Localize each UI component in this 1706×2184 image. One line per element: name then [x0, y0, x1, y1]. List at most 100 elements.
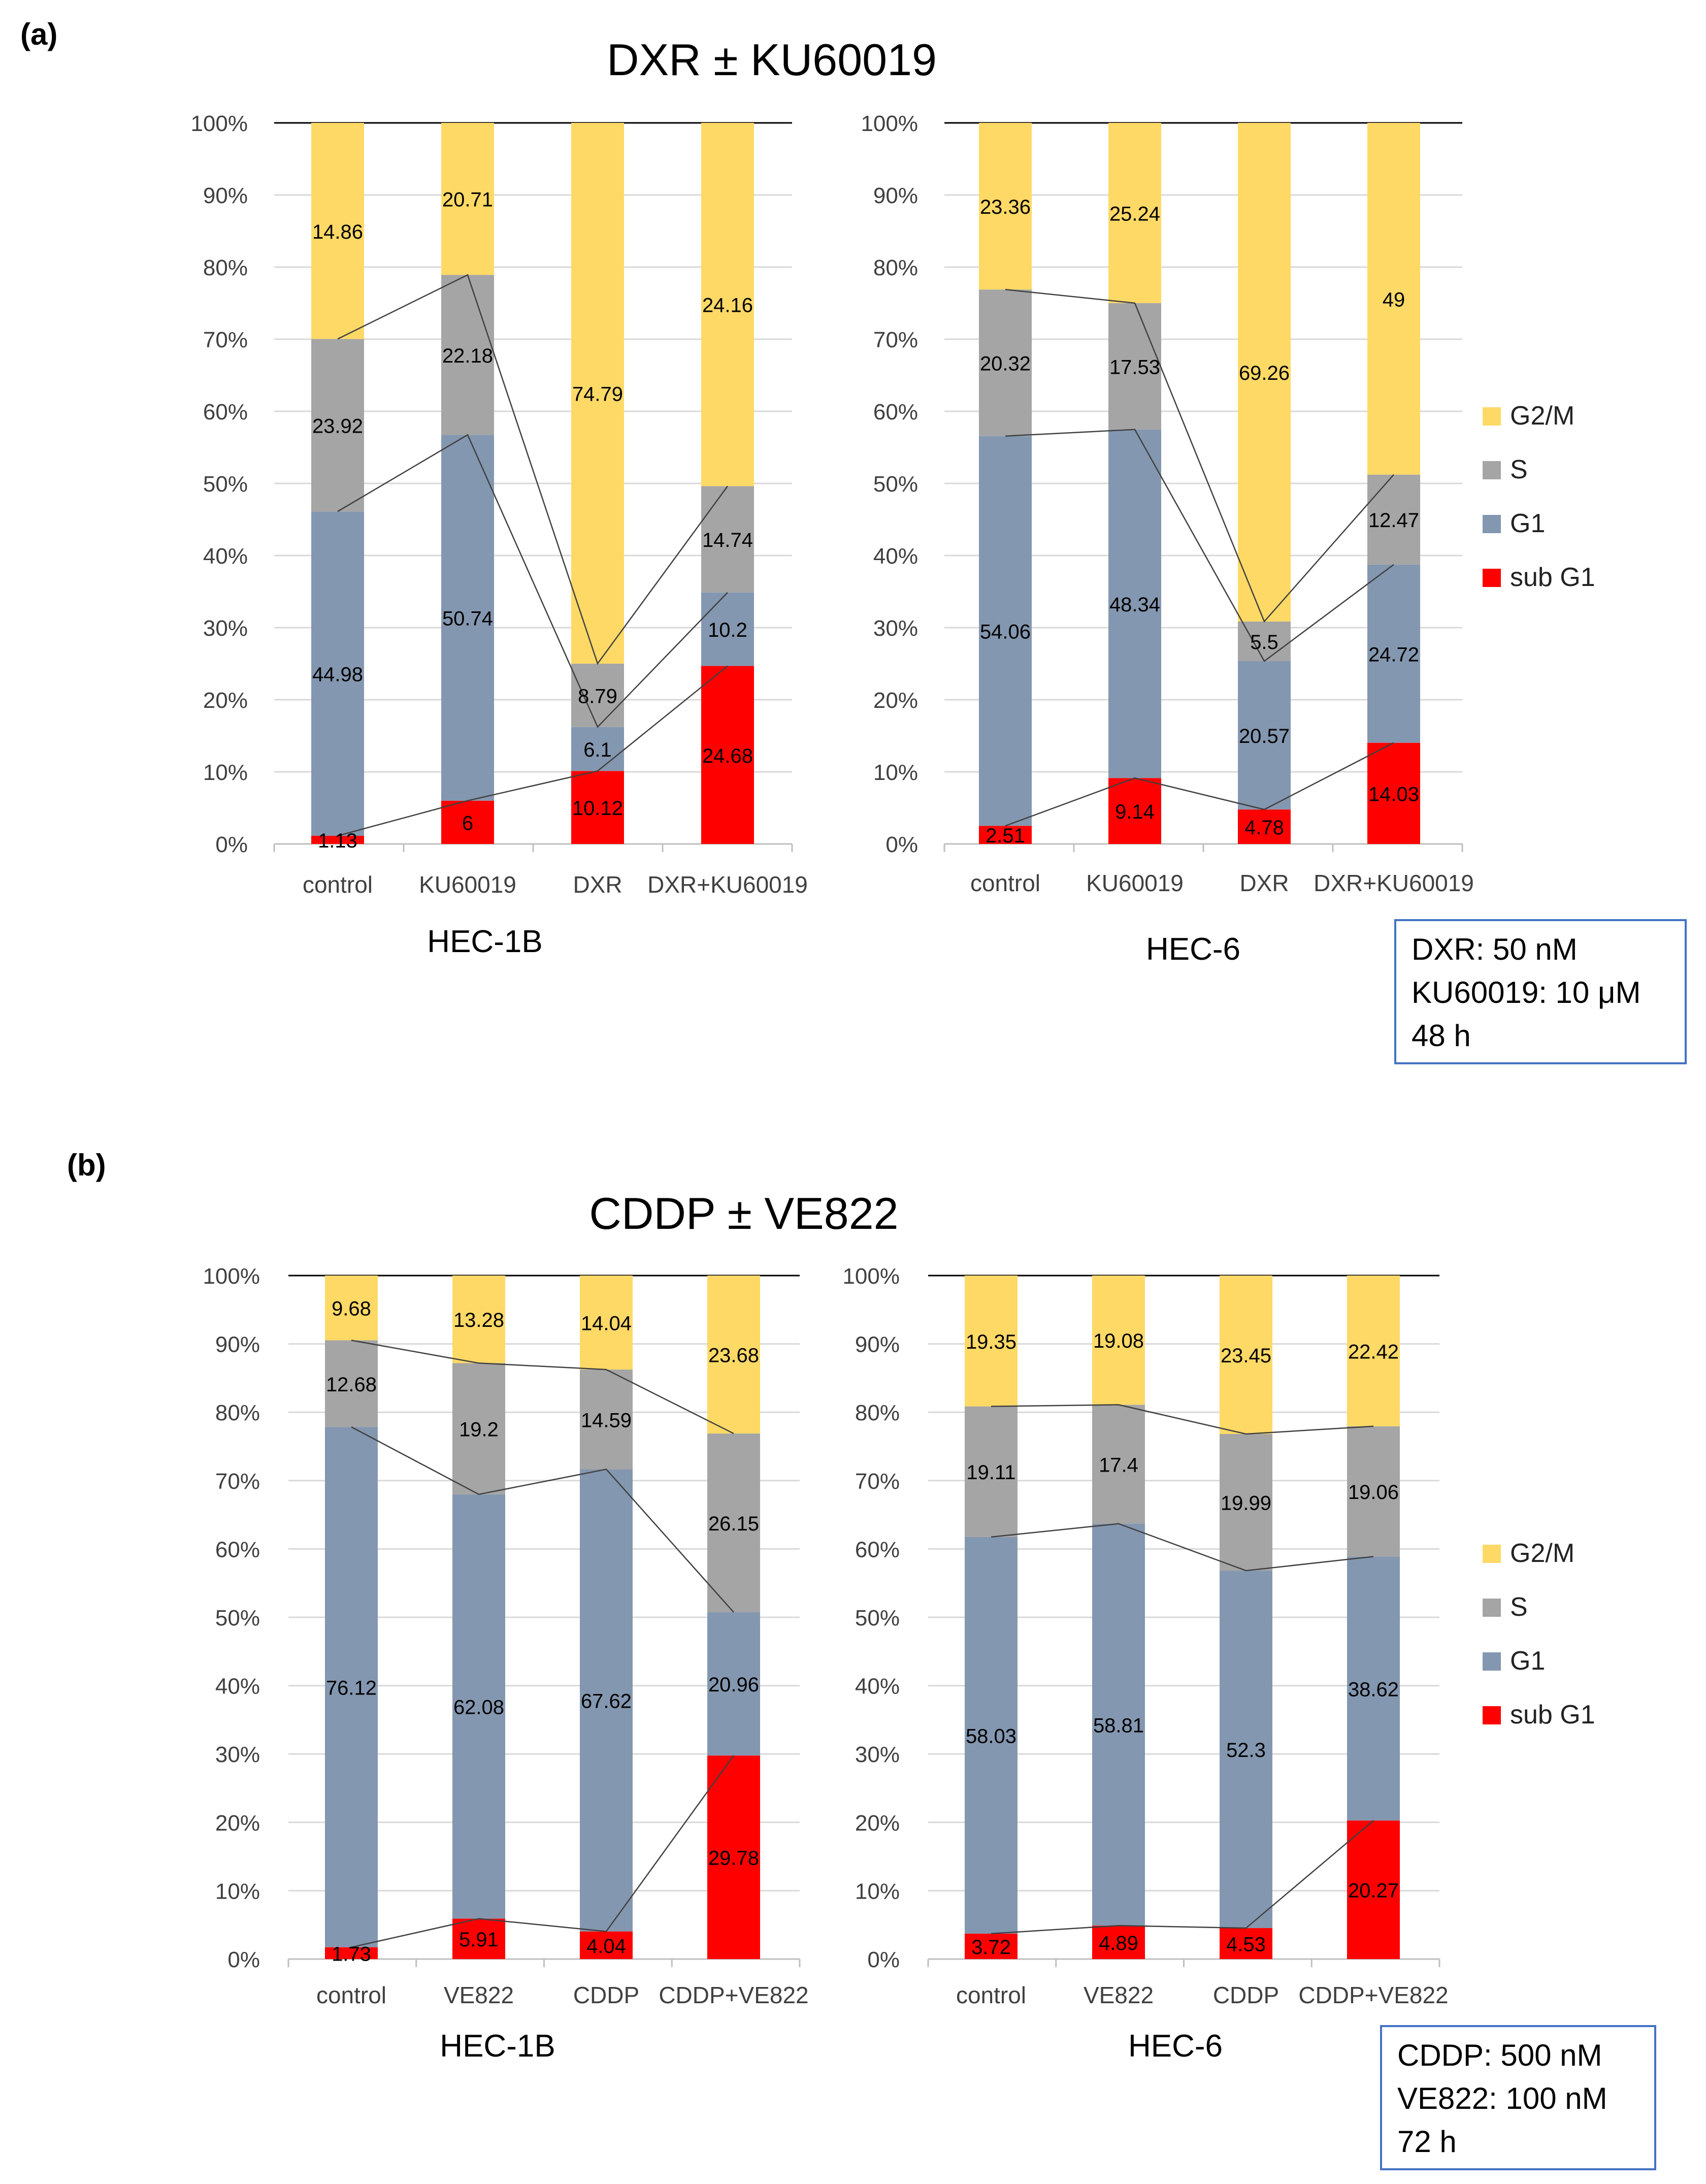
bar-g1 — [580, 1469, 633, 1932]
bar-s — [580, 1370, 633, 1470]
y-tick-label: 100% — [842, 1264, 900, 1289]
y-tick-label: 20% — [873, 688, 918, 713]
bar-g1 — [311, 511, 364, 836]
bar-sub-g1 — [965, 1933, 1018, 1959]
bar-g1 — [979, 436, 1032, 826]
data-label: 69.26 — [1239, 362, 1290, 384]
series-connector-line — [351, 1340, 734, 1435]
bar-g2-m — [707, 1276, 760, 1434]
bar-s — [1347, 1426, 1400, 1557]
x-axis-label: HEC-6 — [1146, 932, 1240, 967]
y-tick-label: 70% — [203, 328, 248, 352]
x-category-label: control — [303, 871, 373, 898]
data-label: 19.11 — [966, 1461, 1015, 1484]
note-box-a: DXR: 50 nM KU60019: 10 μM 48 h — [1394, 919, 1687, 1064]
bar-g2-m — [701, 123, 754, 486]
data-label: 22.18 — [442, 345, 493, 367]
data-label: 13.28 — [453, 1309, 504, 1331]
bar-sub-g1 — [571, 771, 624, 844]
bar-g1 — [1108, 429, 1161, 778]
data-label: 20.57 — [1239, 725, 1290, 747]
data-label: 12.47 — [1368, 509, 1419, 532]
bar-sub-g1 — [441, 800, 494, 844]
x-category-label: control — [970, 870, 1040, 896]
data-label: 24.68 — [702, 745, 753, 767]
bar-s — [1238, 621, 1291, 662]
y-tick-label: 70% — [215, 1469, 260, 1494]
data-label: 14.86 — [312, 221, 363, 243]
note-b-line-3: 72 h — [1397, 2125, 1457, 2159]
x-category-label: DXR — [1239, 870, 1289, 896]
bar-g2-m — [325, 1276, 378, 1341]
data-label: 23.45 — [1221, 1345, 1271, 1367]
data-label: 2.51 — [986, 825, 1025, 847]
data-label: 14.03 — [1368, 783, 1419, 805]
data-label: 17.53 — [1109, 356, 1160, 378]
x-category-label: DXR+KU60019 — [647, 871, 808, 898]
legend-b-swatch-subg1 — [1483, 1706, 1501, 1724]
bar-g2-m — [311, 123, 364, 339]
x-category-label: DXR — [573, 871, 622, 898]
y-tick-label: 0% — [885, 832, 918, 857]
bar-g1 — [1347, 1556, 1400, 1821]
bar-sub-g1 — [452, 1918, 505, 1959]
y-tick-label: 10% — [873, 760, 918, 785]
data-label: 9.14 — [1115, 801, 1155, 823]
bar-s — [1092, 1405, 1145, 1524]
data-label: 23.68 — [708, 1345, 759, 1367]
y-tick-label: 80% — [215, 1400, 260, 1425]
x-category-label: CDDP — [1213, 1982, 1279, 2008]
bar-sub-g1 — [701, 666, 754, 844]
chart-a-hec1b: 0% 10% 20% 30% 40% 50% 60% 70% 80% 90% 100% 1.13 6 10… — [190, 111, 807, 959]
bar-g1 — [707, 1612, 760, 1756]
data-label: 76.12 — [326, 1677, 377, 1699]
data-label: 44.98 — [312, 664, 363, 686]
x-category-label: KU60019 — [1086, 870, 1184, 896]
legend-a-swatch-g1 — [1483, 515, 1501, 533]
data-label: 20.27 — [1348, 1880, 1399, 1902]
data-label: 4.04 — [586, 1935, 626, 1958]
bar-s — [452, 1363, 505, 1494]
note-box-b: CDDP: 500 nM VE822: 100 nM 72 h — [1380, 2025, 1656, 2170]
x-category-label: CDDP+VE822 — [659, 1982, 808, 2008]
data-label: 17.4 — [1099, 1454, 1138, 1476]
bar-g2-m — [580, 1276, 633, 1370]
y-tick-label: 60% — [215, 1537, 260, 1562]
chart-b-hec6: 0% 10% 20% 30% 40% 50% 60% 70% 80% 90% 100% 3.72 4.8… — [842, 1264, 1448, 2064]
bar-g2-m — [1108, 123, 1161, 303]
bar-g1 — [441, 435, 494, 801]
bar-sub-g1 — [1367, 742, 1420, 844]
chart-a-hec6: 0% 10% 20% 30% 40% 50% 60% 70% 80% 90% 100% 2.51 9.1… — [861, 111, 1473, 967]
y-tick-label: 10% — [855, 1879, 900, 1904]
x-category-label: DXR+KU60019 — [1314, 870, 1474, 896]
note-b-line-1: CDDP: 500 nM — [1397, 2038, 1602, 2072]
data-label: 19.06 — [1348, 1481, 1399, 1504]
bar-g1 — [701, 592, 754, 666]
data-label: 24.16 — [702, 295, 753, 317]
legend-a: G2/M S G1 sub G1 — [1483, 401, 1595, 592]
y-tick-label: 70% — [855, 1469, 900, 1494]
bar-g2-m — [1238, 123, 1291, 622]
series-connector-line — [991, 1820, 1374, 1935]
data-label: 1.73 — [332, 1943, 371, 1965]
y-tick-label: 90% — [873, 183, 918, 208]
data-label: 25.24 — [1109, 203, 1160, 225]
x-axis-label: HEC-1B — [440, 2029, 555, 2064]
series-connector-line — [991, 1404, 1374, 1435]
legend-a-label-g2m: G2/M — [1510, 401, 1574, 431]
legend-b-label-g2m: G2/M — [1510, 1539, 1574, 1568]
bar-g2-m — [965, 1276, 1018, 1407]
bar-sub-g1 — [979, 826, 1032, 844]
x-category-label: KU60019 — [419, 871, 516, 898]
y-tick-label: 60% — [203, 400, 248, 425]
legend-b-swatch-s — [1483, 1599, 1501, 1617]
y-tick-label: 0% — [867, 1947, 900, 1972]
data-label: 20.32 — [980, 352, 1031, 375]
bar-g1 — [1238, 661, 1291, 810]
note-box-b-frame — [1380, 2025, 1656, 2170]
bar-g1 — [1367, 564, 1420, 743]
y-tick-label: 90% — [855, 1332, 900, 1357]
bar-g1 — [965, 1537, 1018, 1934]
data-label: 6 — [462, 812, 473, 834]
